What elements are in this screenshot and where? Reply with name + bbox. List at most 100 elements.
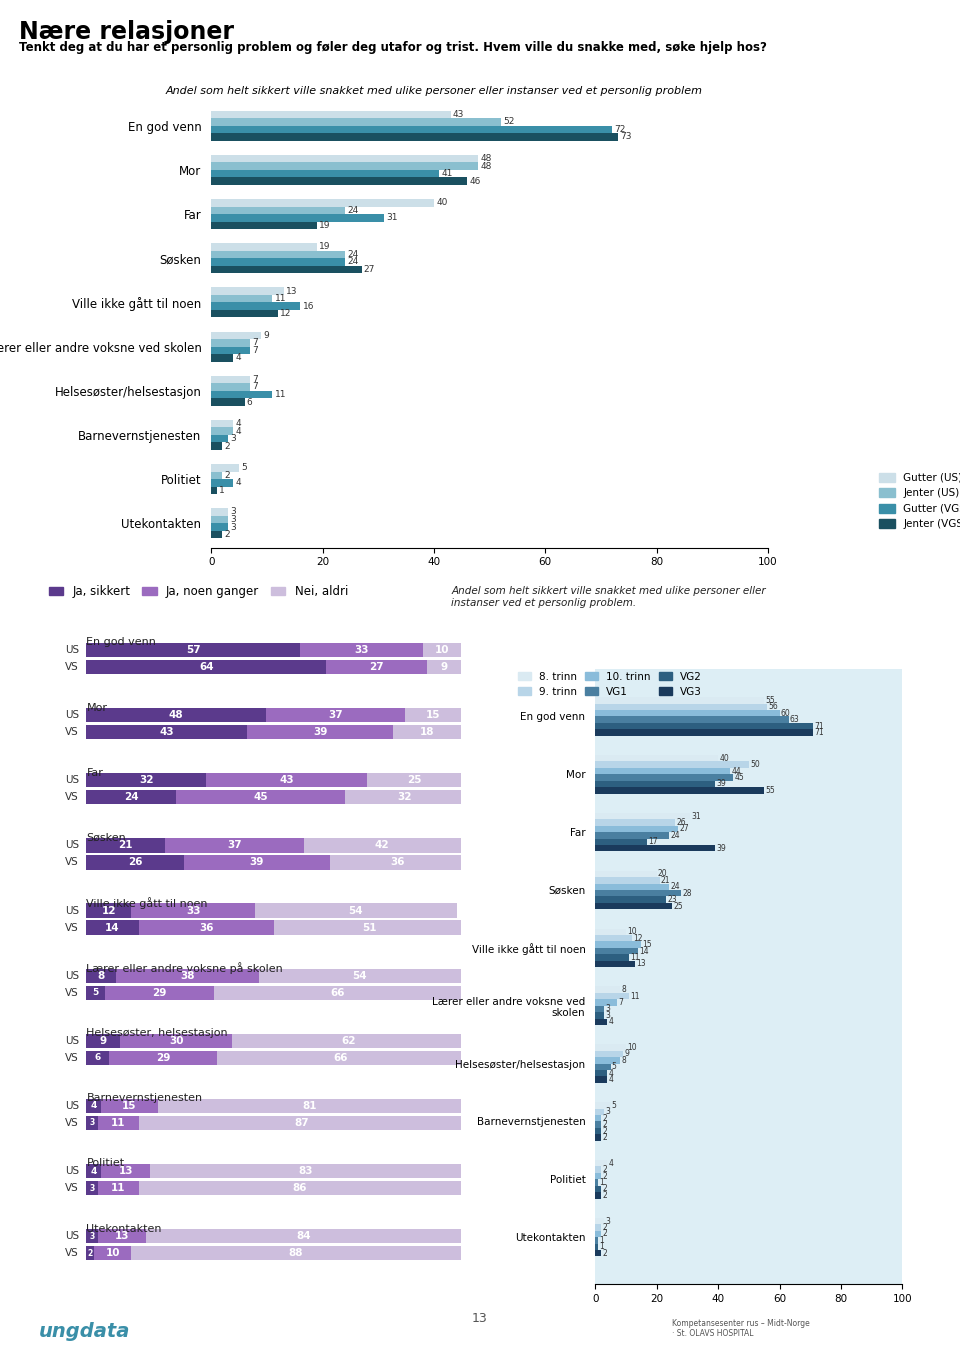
Text: 3: 3 [89,1232,95,1241]
Bar [595,890,682,896]
Bar [232,1034,465,1048]
Bar [86,1115,98,1130]
Text: 1: 1 [599,1178,604,1187]
Text: 5: 5 [612,1063,616,1071]
Bar [595,729,813,735]
Bar [211,288,283,295]
Bar [211,376,251,383]
Bar [211,266,362,273]
Text: 37: 37 [328,710,343,721]
Text: 11: 11 [111,1118,126,1128]
Bar [211,222,317,228]
Bar [427,660,461,675]
Text: 10: 10 [106,1248,120,1259]
Bar [423,644,461,657]
Text: 57: 57 [186,645,201,656]
Text: 46: 46 [469,177,481,185]
Bar [595,992,629,999]
Text: 2: 2 [603,1191,608,1199]
Bar [595,999,616,1006]
Text: Kompetansesenter rus – Midt-Norge
· St. OLAVS HOSPITAL: Kompetansesenter rus – Midt-Norge · St. … [672,1320,809,1338]
Text: 4: 4 [236,427,241,435]
Bar [595,813,690,819]
Text: 12: 12 [102,906,116,915]
Text: 41: 41 [442,169,453,178]
Text: 4: 4 [236,479,241,487]
Text: 42: 42 [374,841,390,850]
Text: 9: 9 [441,662,447,672]
Text: 6: 6 [94,1053,101,1063]
Text: 3: 3 [230,434,236,443]
Bar [595,1167,601,1174]
Bar [595,1218,605,1225]
Bar [86,921,139,934]
Text: 66: 66 [334,1053,348,1063]
Text: 21: 21 [118,841,133,850]
Text: VS: VS [65,727,79,737]
Bar [300,644,423,657]
Text: 24: 24 [124,792,138,802]
Bar [595,1230,601,1237]
Bar [595,941,641,948]
Bar [211,515,228,523]
Bar [595,833,669,838]
Bar [214,986,461,1000]
Text: 71: 71 [814,729,825,737]
Text: VS: VS [65,857,79,868]
Text: 3: 3 [606,1217,611,1225]
Text: 19: 19 [320,242,330,251]
Bar [211,523,228,531]
Bar [595,1128,601,1134]
Text: VS: VS [65,792,79,802]
Bar [211,531,223,538]
Text: 4: 4 [609,1017,613,1026]
Bar [367,773,461,787]
Bar [86,968,116,983]
Text: Lærer eller andre voksne på skolen: Lærer eller andre voksne på skolen [86,963,283,973]
Bar [595,871,657,877]
Text: 7: 7 [252,375,258,384]
Bar [108,1051,217,1065]
Bar [595,1174,601,1179]
Text: 14: 14 [106,922,120,933]
Bar [177,790,345,804]
Text: 17: 17 [649,837,659,846]
Bar [102,1164,150,1178]
Bar [211,464,239,472]
Bar [595,1076,608,1083]
Text: Søsken: Søsken [86,833,126,842]
Bar [595,775,733,780]
Bar [211,487,217,493]
Bar [86,1180,98,1195]
Text: 20: 20 [658,869,667,879]
Text: Andel som helt sikkert ville snakket med ulike personer eller
instanser ved et p: Andel som helt sikkert ville snakket med… [451,587,766,607]
Text: Nære relasjoner: Nære relasjoner [19,20,234,45]
Text: 3: 3 [89,1118,95,1128]
Text: 52: 52 [503,118,515,127]
Bar [211,177,468,185]
Bar [86,644,300,657]
Text: 13: 13 [118,1165,133,1176]
Text: VS: VS [65,988,79,998]
Text: 51: 51 [362,922,376,933]
Text: 2: 2 [603,1249,608,1257]
Bar [595,1069,608,1076]
Text: 11: 11 [630,991,639,1000]
Bar [595,877,660,884]
Bar [266,708,405,722]
Text: 3: 3 [606,1005,611,1014]
Bar [86,986,105,1000]
Text: 84: 84 [297,1232,311,1241]
Bar [211,472,223,479]
Text: 2: 2 [87,1249,93,1257]
Legend: 8. trinn, 9. trinn, 10. trinn, VG1, VG2, VG3: 8. trinn, 9. trinn, 10. trinn, VG1, VG2,… [514,668,706,702]
Text: 2: 2 [603,1114,608,1122]
Text: 24: 24 [670,831,680,840]
Bar [595,826,678,833]
Text: 2: 2 [603,1121,608,1129]
Text: 27: 27 [364,265,375,274]
Text: 54: 54 [348,906,363,915]
Legend: Ja, sikkert, Ja, noen ganger, Nei, aldri: Ja, sikkert, Ja, noen ganger, Nei, aldri [44,580,353,603]
Text: 9: 9 [264,331,270,339]
Text: 11: 11 [275,295,286,303]
